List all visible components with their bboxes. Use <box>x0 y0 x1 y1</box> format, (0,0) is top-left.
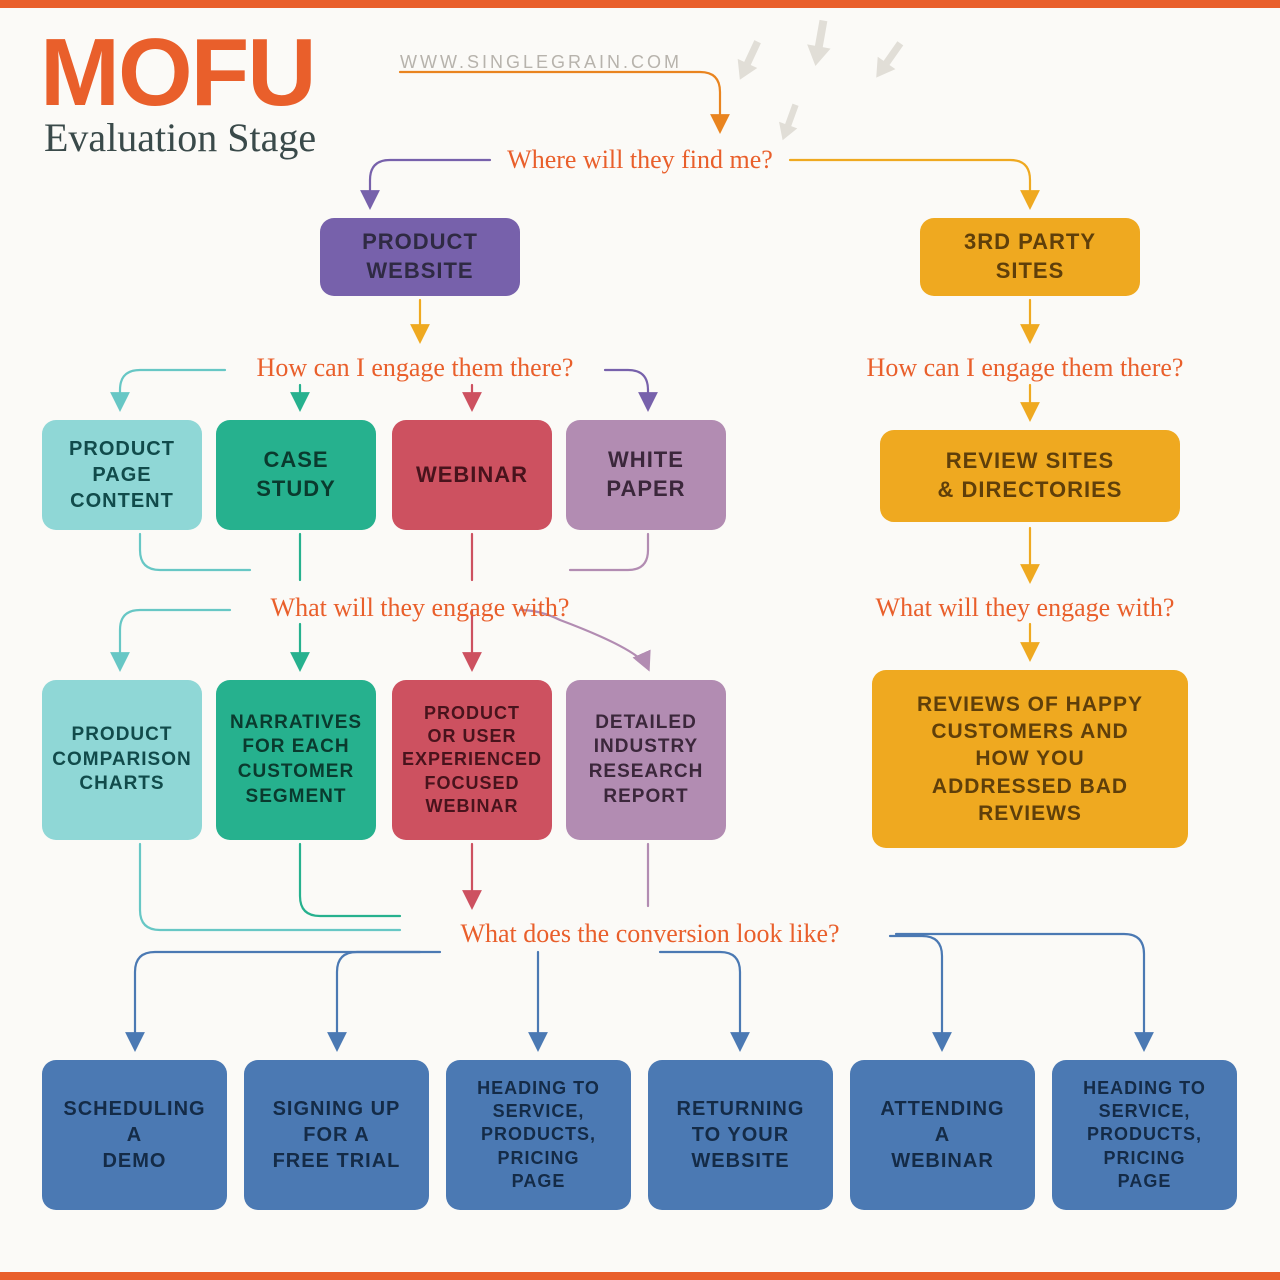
node-label: Reviews of HappyCustomers andHow YouAddr… <box>909 685 1151 833</box>
question-q_find: Where will they find me? <box>470 146 810 175</box>
connector <box>337 952 440 1048</box>
node-label: Heading toService,Products,PricingPage <box>1075 1071 1214 1200</box>
source-url: WWW.SINGLEGRAIN.COM <box>400 52 682 73</box>
node-n_review: Review Sites& Directories <box>880 430 1180 522</box>
node-n_happycust: Reviews of HappyCustomers andHow YouAddr… <box>872 670 1188 848</box>
node-n_prodweb: ProductWebsite <box>320 218 520 296</box>
node-n_narr: Narrativesfor EachCustomerSegment <box>216 680 376 840</box>
node-n_uxweb: Productor UserExperiencedFocusedWebinar <box>392 680 552 840</box>
node-label: ProductPageContent <box>61 430 183 520</box>
question-q_engwith_r: What will they engage with? <box>820 594 1230 623</box>
question-q_conv: What does the conversion look like? <box>400 920 900 949</box>
node-label: Heading toService,Products,PricingPage <box>469 1071 608 1200</box>
node-n_white: WhitePaper <box>566 420 726 530</box>
node-label: ProductWebsite <box>354 222 486 291</box>
node-n_compare: ProductComparisonCharts <box>42 680 202 840</box>
connector <box>400 72 720 130</box>
decorative-arrow-icon <box>782 2 858 78</box>
node-n_c4: Returningto YourWebsite <box>648 1060 833 1210</box>
connector <box>140 844 400 930</box>
node-label: Productor UserExperiencedFocusedWebinar <box>394 696 550 825</box>
connector <box>790 160 1030 206</box>
node-n_c2: Signing Upfor aFree Trial <box>244 1060 429 1210</box>
connector <box>135 952 420 1048</box>
connector <box>660 952 740 1048</box>
node-n_3party: 3rd PartySites <box>920 218 1140 296</box>
infographic-canvas: MOFU Evaluation Stage WWW.SINGLEGRAIN.CO… <box>0 0 1280 1280</box>
node-label: Review Sites& Directories <box>930 441 1131 510</box>
node-n_c1: SchedulingaDemo <box>42 1060 227 1210</box>
connector <box>300 844 400 916</box>
node-n_webinar: Webinar <box>392 420 552 530</box>
node-n_pagecontent: ProductPageContent <box>42 420 202 530</box>
node-label: DetailedIndustryResearchReport <box>581 705 712 816</box>
connector <box>570 534 648 570</box>
node-n_case: CaseStudy <box>216 420 376 530</box>
connector <box>140 534 250 570</box>
connector <box>890 936 942 1048</box>
decorative-arrow-icon <box>848 16 932 100</box>
page-subtitle: Evaluation Stage <box>44 114 316 161</box>
node-label: Narrativesfor EachCustomerSegment <box>222 705 370 816</box>
node-label: AttendingaWebinar <box>872 1090 1012 1180</box>
question-q_engwith_l: What will they engage with? <box>230 594 610 623</box>
node-n_report: DetailedIndustryResearchReport <box>566 680 726 840</box>
top-accent-bar <box>0 0 1280 8</box>
node-n_c5: AttendingaWebinar <box>850 1060 1035 1210</box>
node-label: 3rd PartySites <box>956 222 1104 291</box>
node-label: SchedulingaDemo <box>55 1090 213 1180</box>
node-label: Signing Upfor aFree Trial <box>265 1090 409 1180</box>
node-label: ProductComparisonCharts <box>44 717 199 803</box>
question-q_engage_right: How can I engage them there? <box>820 354 1230 383</box>
node-n_c3: Heading toService,Products,PricingPage <box>446 1060 631 1210</box>
connector <box>896 934 1144 1048</box>
bottom-accent-bar <box>0 1272 1280 1280</box>
node-n_c6: Heading toService,Products,PricingPage <box>1052 1060 1237 1210</box>
question-q_engage_left: How can I engage them there? <box>210 354 620 383</box>
node-label: WhitePaper <box>598 440 693 509</box>
page-title: MOFU <box>40 18 315 128</box>
node-label: Returningto YourWebsite <box>669 1090 813 1180</box>
connector <box>120 610 230 668</box>
node-label: Webinar <box>408 455 536 496</box>
node-label: CaseStudy <box>248 440 344 509</box>
